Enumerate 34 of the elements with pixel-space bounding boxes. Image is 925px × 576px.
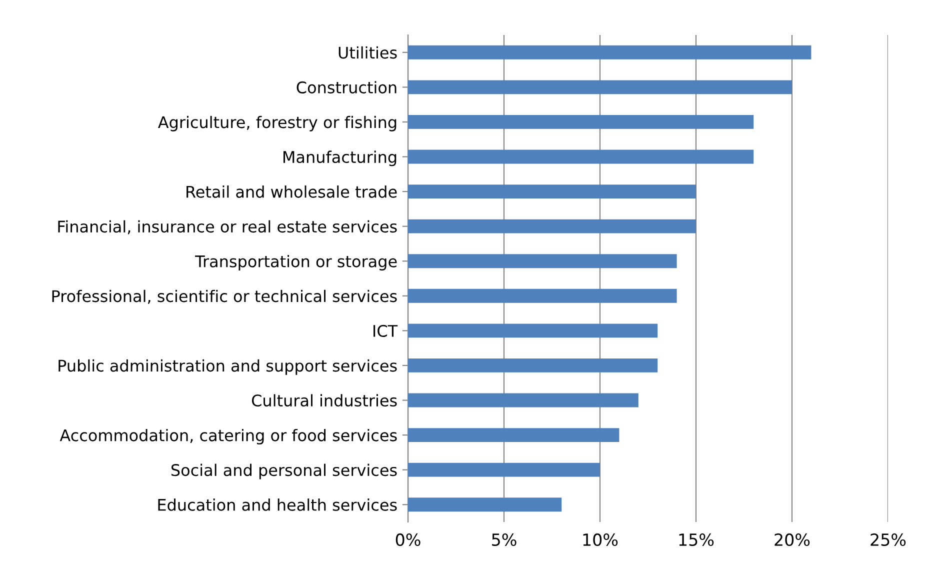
bar bbox=[408, 115, 754, 129]
y-tick-label: Construction bbox=[296, 81, 396, 94]
y-tick-label: Transportation or storage bbox=[195, 255, 397, 270]
y-tick-label: Retail and wholesale trade bbox=[186, 185, 397, 198]
bar bbox=[408, 184, 696, 198]
y-tick-label: Accommodation, catering or food services bbox=[60, 428, 397, 444]
bar bbox=[408, 428, 620, 442]
y-tick-label: Education and health services bbox=[158, 498, 397, 511]
x-tick-label: 20% bbox=[774, 533, 810, 546]
bar bbox=[408, 254, 677, 268]
bar bbox=[408, 150, 754, 164]
x-tick-label: 5% bbox=[492, 533, 516, 546]
bar bbox=[408, 80, 792, 94]
y-tick-label: ICT bbox=[374, 324, 398, 337]
y-tick-label: Utilities bbox=[338, 46, 397, 59]
bar bbox=[408, 219, 696, 234]
x-tick-label: 15% bbox=[679, 533, 714, 546]
bar bbox=[408, 324, 658, 338]
y-tick-label: Financial, insurance or real estate services bbox=[58, 220, 397, 234]
y-tick-label: Agriculture, forestry or fishing bbox=[158, 116, 396, 132]
y-tick-label: Cultural industries bbox=[252, 394, 397, 407]
y-tick-label: Professional, scientific or technical services bbox=[52, 290, 397, 304]
x-tick-label: 10% bbox=[583, 533, 618, 546]
y-tick-label: Manufacturing bbox=[283, 150, 396, 166]
bar bbox=[408, 462, 600, 477]
bar bbox=[408, 358, 658, 372]
bar bbox=[408, 393, 638, 408]
x-tick-label: 0% bbox=[396, 533, 420, 546]
y-tick-label: Social and personal services bbox=[171, 464, 397, 480]
y-tick-label: Public administration and support services bbox=[58, 359, 397, 375]
bar bbox=[408, 45, 812, 60]
bar bbox=[408, 498, 562, 512]
bar bbox=[408, 288, 677, 303]
x-tick-label: 25% bbox=[870, 533, 906, 546]
